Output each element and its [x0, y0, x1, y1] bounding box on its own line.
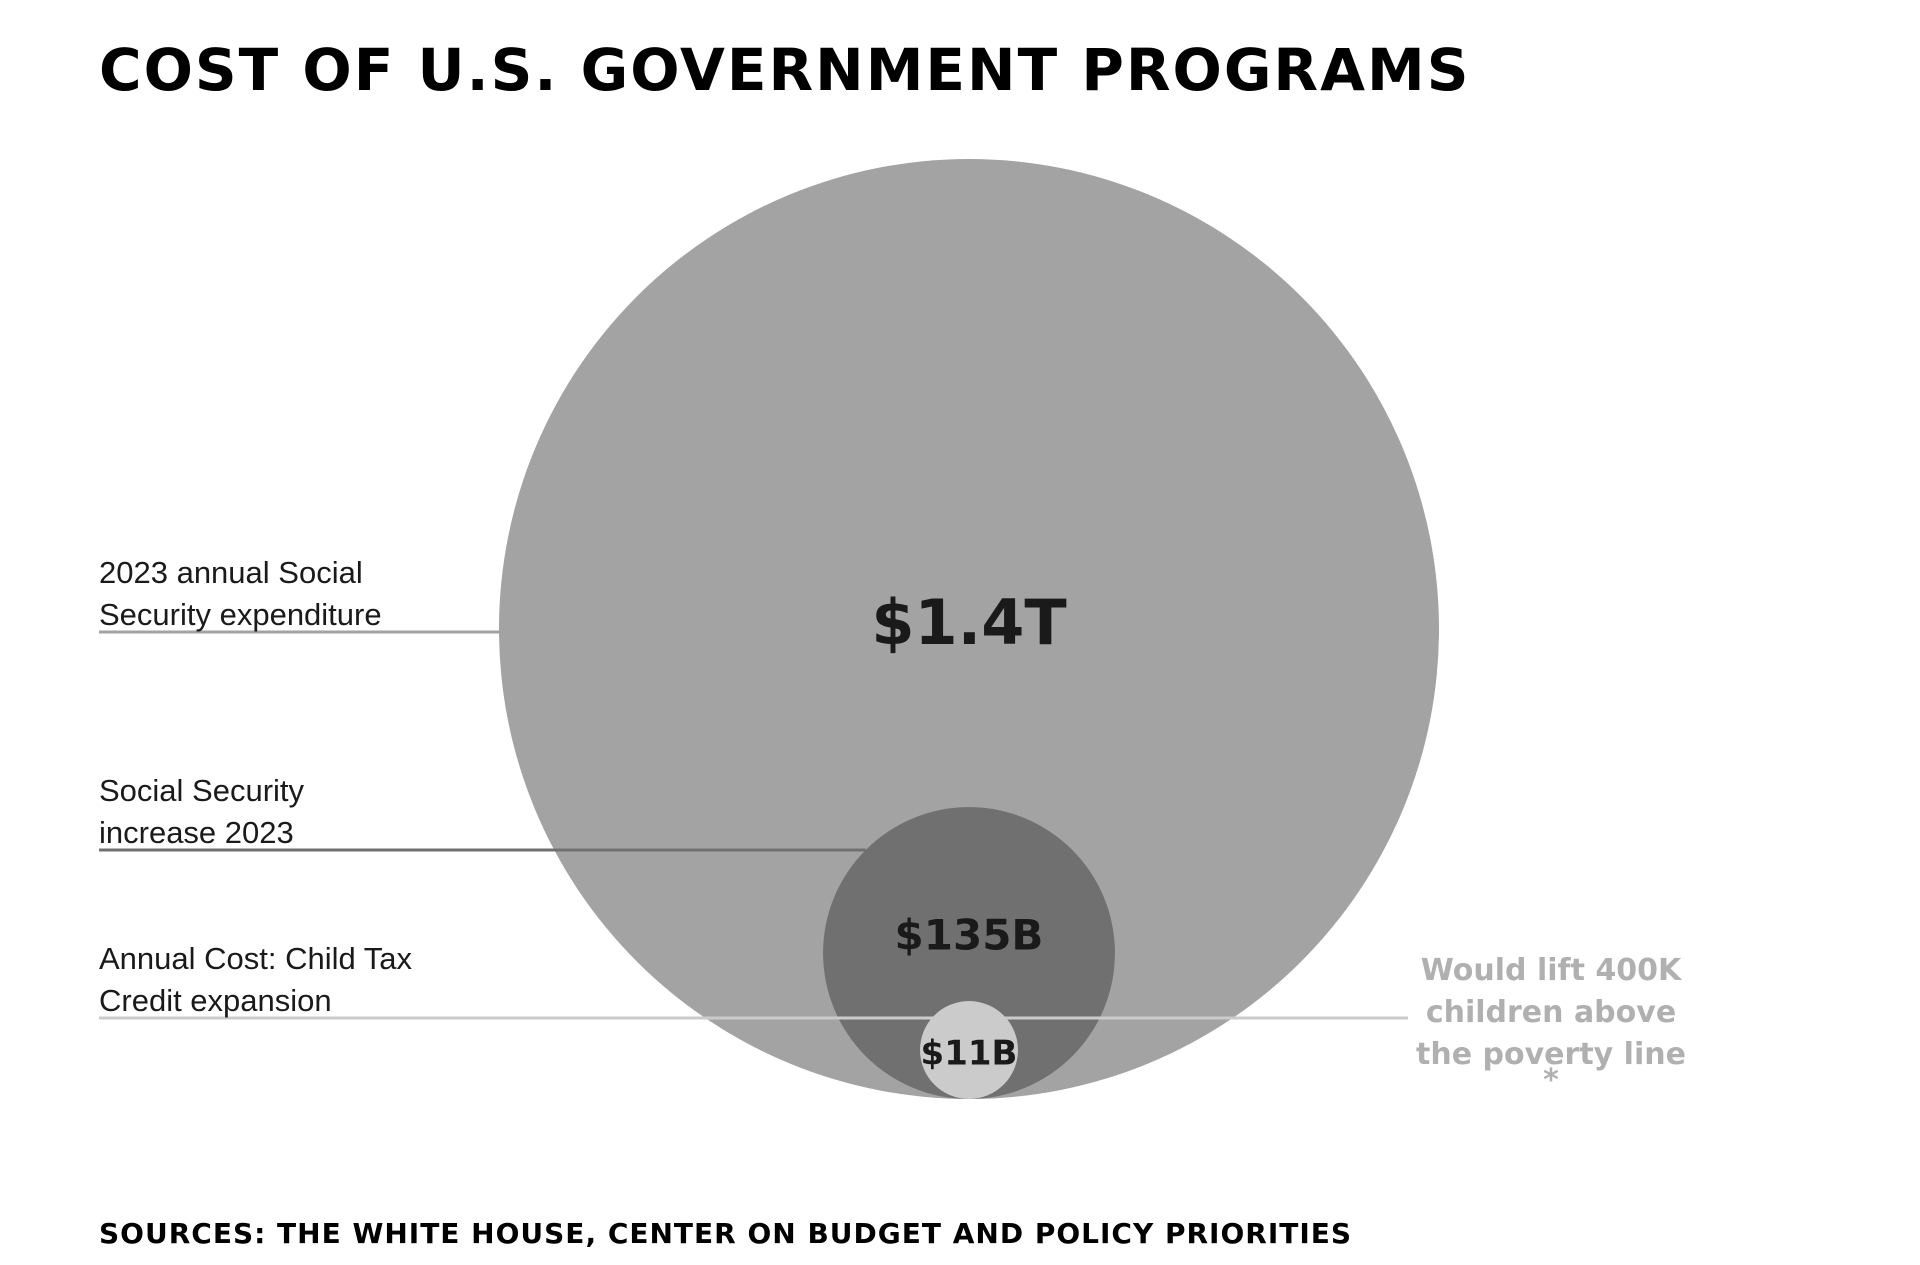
category-label-2: Social Security increase 2023 [99, 773, 305, 850]
value-labels-layer: $1.4T $135B $11B [871, 586, 1066, 1073]
bubble-3 [920, 1001, 1018, 1099]
value-label-2: $135B [895, 911, 1044, 960]
value-label-3: $11B [921, 1034, 1018, 1074]
chart-title: COST OF U.S. GOVERNMENT PROGRAMS [99, 36, 1471, 104]
bubbles-layer [499, 159, 1439, 1099]
category-labels-layer: 2023 annual Social Security expenditure So… [99, 555, 413, 1018]
bubble-2 [823, 807, 1115, 1099]
bubble-1 [499, 159, 1439, 1099]
leader-lines-layer [99, 630, 1408, 1020]
category-label-1: 2023 annual Social Security expenditure [99, 555, 382, 632]
annotation-layer: Would lift 400K children above the poverty… [1416, 953, 1686, 1098]
value-label-1: $1.4T [871, 586, 1066, 659]
chart-source: SOURCES: THE WHITE HOUSE, CENTER ON BUDG… [99, 1217, 1353, 1250]
annotation-text: Would lift 400K children above the poverty… [1416, 953, 1686, 1072]
category-label-3: Annual Cost: Child Tax Credit expansion [99, 941, 413, 1018]
annotation-marker: * [1543, 1063, 1559, 1098]
